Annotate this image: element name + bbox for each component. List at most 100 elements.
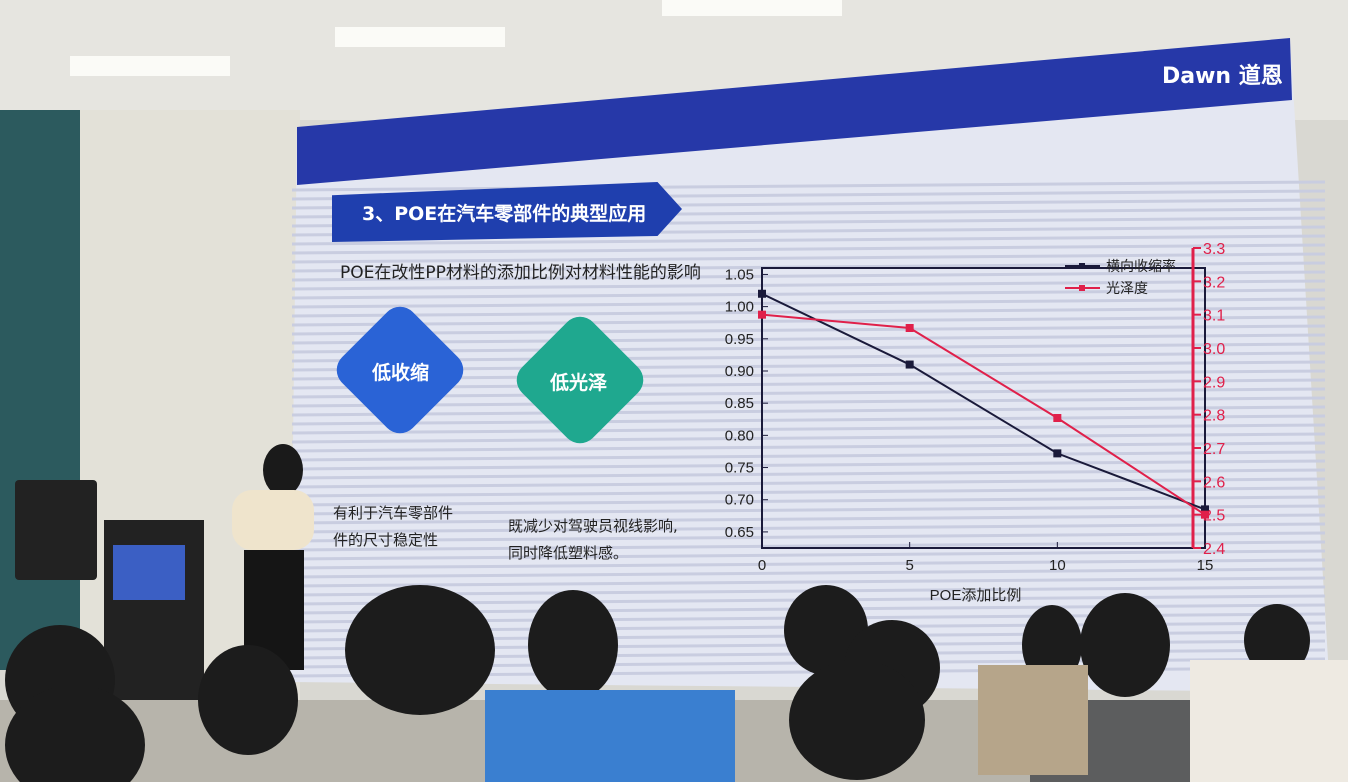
feature-description: 既减少对驾驶员视线影响, 同时降低塑料感。 (508, 513, 678, 567)
scanline (291, 279, 1326, 291)
scanline (291, 333, 1326, 345)
feature-low-shrinkage: 低收缩 (329, 299, 471, 441)
plot-frame (761, 267, 1206, 549)
speaker-box (15, 480, 97, 580)
scanline (291, 243, 1326, 255)
left-tick-label: 0.90 (725, 363, 754, 380)
data-point (1053, 414, 1062, 422)
scanline (291, 549, 1326, 561)
left-tick-label: 1.00 (725, 299, 754, 316)
audience-back (485, 690, 735, 782)
scanline (291, 522, 1326, 534)
right-tick-label: 3.0 (1203, 341, 1225, 358)
legend-label: 横向收缩率 (1106, 258, 1176, 274)
right-tick-label: 2.7 (1203, 441, 1225, 458)
scanline (291, 558, 1326, 570)
slide-header-bar (297, 38, 1292, 185)
scanline (291, 180, 1326, 192)
scanline (291, 468, 1326, 480)
legend-marker (1079, 285, 1085, 291)
desc-line: 同时降低塑料感。 (508, 544, 629, 562)
x-tick-label: 10 (1049, 557, 1066, 574)
scanline (291, 306, 1326, 318)
scanline (291, 567, 1326, 579)
left-tick-label: 1.05 (725, 266, 754, 283)
scanline (291, 324, 1326, 336)
feature-description: 有利于汽车零部件 件的尺寸稳定性 (333, 500, 453, 554)
scanline (291, 234, 1326, 246)
x-tick-label: 15 (1197, 557, 1214, 574)
scanline (291, 369, 1326, 381)
scanline (291, 315, 1326, 327)
right-tick-label: 3.3 (1203, 241, 1225, 258)
audience-back (1190, 660, 1348, 782)
scanline (291, 342, 1326, 354)
data-point (1201, 510, 1209, 519)
scanline (291, 297, 1326, 309)
data-point (758, 289, 766, 298)
ceiling-light (70, 56, 230, 76)
audience-back (978, 665, 1088, 775)
scanline (291, 576, 1326, 588)
scanline (291, 270, 1326, 282)
feature-low-gloss: 低光泽 (509, 309, 651, 451)
data-point (905, 324, 914, 332)
right-tick-label: 2.8 (1203, 408, 1225, 425)
left-tick-label: 0.80 (725, 427, 754, 444)
right-tick-label: 3.2 (1203, 274, 1225, 291)
desc-line: 既减少对驾驶员视线影响, (508, 517, 678, 535)
left-tick-label: 0.70 (725, 492, 754, 509)
scanline (291, 351, 1326, 363)
scanline (291, 459, 1326, 471)
right-tick-label: 3.1 (1203, 308, 1225, 325)
scanline (291, 504, 1326, 516)
right-tick-label: 2.9 (1203, 374, 1225, 391)
ceiling-light (662, 0, 842, 16)
x-tick-label: 0 (758, 557, 766, 574)
scanline (291, 378, 1326, 390)
data-point (758, 310, 766, 319)
legend-label: 光泽度 (1106, 280, 1148, 296)
presenter-head (263, 444, 303, 496)
desc-line: 有利于汽车零部件 (333, 504, 454, 522)
legend-marker (1079, 263, 1085, 269)
right-tick-label: 2.4 (1203, 541, 1225, 558)
scanline (291, 540, 1326, 552)
scanline (291, 423, 1326, 435)
x-tick-label: 5 (905, 557, 913, 574)
left-tick-label: 0.75 (725, 460, 754, 477)
left-tick-label: 0.65 (725, 524, 754, 541)
scanline (291, 414, 1326, 426)
data-point (1053, 449, 1062, 458)
slide-subtitle: POE在改性PP材料的添加比例对材料性能的影响 (340, 263, 701, 283)
series-line-1 (761, 292, 1206, 511)
scanline (291, 396, 1326, 408)
feature-label: 低光泽 (550, 372, 608, 394)
scanline (291, 252, 1326, 264)
scanline (291, 432, 1326, 444)
scanline (291, 531, 1326, 543)
x-axis-label: POE添加比例 (930, 587, 1022, 604)
left-tick-label: 0.95 (725, 331, 754, 348)
section-title: 3、POE在汽车零部件的典型应用 (332, 182, 682, 242)
scanline (291, 405, 1326, 417)
desc-line: 件的尺寸稳定性 (333, 531, 439, 549)
podium-screen (113, 545, 185, 600)
scanline (291, 288, 1326, 300)
feature-label: 低收缩 (372, 362, 430, 384)
scanline (291, 387, 1326, 399)
data-point (1201, 505, 1209, 514)
ceiling-light (335, 27, 505, 47)
left-tick-label: 0.85 (725, 395, 754, 412)
dawn-logo: Dawn 道恩 (1162, 64, 1283, 89)
right-tick-label: 2.6 (1203, 474, 1225, 491)
presenter-body (232, 490, 314, 550)
scanline (291, 450, 1326, 462)
series-line-2 (761, 313, 1206, 516)
scanline (291, 495, 1326, 507)
data-point (905, 360, 914, 369)
scanline (291, 441, 1326, 453)
scanline (291, 513, 1326, 525)
